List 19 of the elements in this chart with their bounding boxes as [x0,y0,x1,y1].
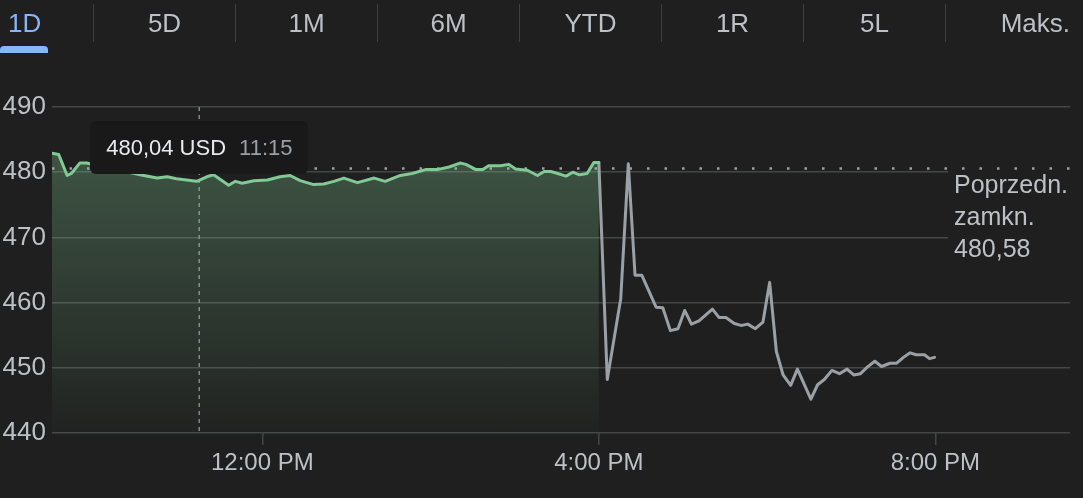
text: 5L [803,4,945,42]
y-tick-label: 480 [2,155,46,186]
annotation: 480,04 USD 11:15 [106,133,293,162]
y-tick-label: 470 [2,220,46,251]
y-tick-label: 460 [2,285,46,316]
y-tick-label: 440 [2,416,46,447]
text: 6M [377,4,519,42]
text: 1R [661,4,803,42]
y-tick-label: 450 [2,350,46,381]
x-tick-label: 12:00 PM [210,448,314,476]
x-tick-label: 8:00 PM [890,448,981,476]
text: 1M [235,4,377,42]
text: YTD [519,4,661,42]
y-tick-label: 490 [2,90,46,121]
text: Maks. [945,4,1083,42]
x-tick-label: 4:00 PM [554,448,644,476]
text: 1D [7,7,43,40]
text: 5D [93,4,235,42]
ref-line-label: Poprzedn. zamkn. 480,58 [954,170,1068,263]
